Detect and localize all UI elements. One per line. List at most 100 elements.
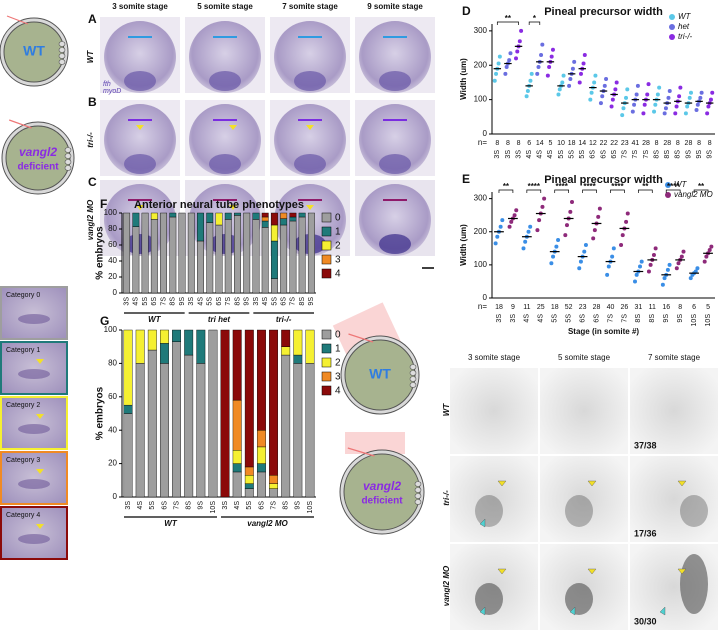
somite xyxy=(409,364,417,370)
bar-segment xyxy=(232,450,242,464)
n-value: 14 xyxy=(578,140,586,147)
myod-stain xyxy=(294,154,326,174)
bar-segment xyxy=(132,226,140,294)
data-point xyxy=(665,267,670,272)
data-point xyxy=(570,66,575,71)
x-tick-label: 7S xyxy=(622,150,629,159)
x-tick-label: 7S xyxy=(607,314,614,323)
legend-swatch xyxy=(321,240,332,251)
x-tick-label: 5S xyxy=(579,150,586,159)
data-point xyxy=(662,276,667,281)
data-point xyxy=(648,262,653,267)
n-value: 28 xyxy=(642,140,650,147)
legend-label: tri-/- xyxy=(678,32,693,41)
data-point xyxy=(598,101,603,106)
significance-bracket xyxy=(498,189,514,193)
data-point xyxy=(694,107,699,112)
data-point xyxy=(503,71,508,76)
x-tick-label: 8S xyxy=(234,297,241,306)
bar-segment xyxy=(196,363,206,498)
bar-segment xyxy=(261,227,269,294)
legend-label: 2 xyxy=(335,241,341,252)
group-label: WT xyxy=(148,315,162,324)
x-tick-label: 9S xyxy=(295,501,302,510)
bar-segment xyxy=(187,212,195,294)
panel-letter: E xyxy=(462,172,470,186)
panel-letter: F xyxy=(100,197,107,211)
data-point xyxy=(611,246,616,251)
x-tick-label: 7S xyxy=(643,150,650,159)
stage-header: 7 somite stage xyxy=(282,2,338,11)
n-value: 5 xyxy=(548,140,552,147)
bar-segment xyxy=(244,466,254,476)
data-point xyxy=(619,243,624,247)
x-tick-label: 9S xyxy=(696,150,703,159)
arrowhead xyxy=(36,524,44,529)
legend-marker xyxy=(665,192,671,198)
bar-segment xyxy=(123,413,133,498)
bar-segment xyxy=(269,329,279,476)
x-tick-label: 7S xyxy=(225,297,232,306)
bar-segment xyxy=(244,488,254,498)
bar-segment xyxy=(307,212,315,294)
x-tick-label: 6S xyxy=(258,501,265,510)
x-tick-label: 9S xyxy=(198,501,205,510)
bar-segment xyxy=(197,212,204,242)
myod-stain xyxy=(124,71,156,91)
bar-segment xyxy=(147,349,157,498)
myod-stain xyxy=(379,71,411,91)
y-axis-label: Width (um) xyxy=(459,58,468,100)
schematic-label: WT xyxy=(369,366,391,382)
data-point xyxy=(572,59,577,64)
significance-bracket xyxy=(637,189,653,193)
x-tick-label: 7S xyxy=(160,297,167,306)
embryo xyxy=(189,104,261,176)
data-point xyxy=(707,247,712,252)
bar-segment xyxy=(123,329,133,406)
data-point xyxy=(521,246,526,251)
bar-segment xyxy=(261,220,269,228)
category-photo xyxy=(0,286,68,340)
pineal xyxy=(18,479,50,489)
pineal xyxy=(18,424,50,434)
y-tick-label: 40 xyxy=(108,256,117,265)
legend-label: 0 xyxy=(335,330,341,341)
bar-segment xyxy=(305,329,315,364)
x-tick-label: 10S xyxy=(307,501,314,514)
bar-segment xyxy=(224,219,232,294)
n-value: 18 xyxy=(495,304,503,311)
somite xyxy=(409,382,417,388)
data-point xyxy=(549,54,554,59)
data-point xyxy=(657,85,662,90)
data-point xyxy=(624,219,629,224)
x-tick-label: 6S xyxy=(161,501,168,510)
data-point xyxy=(676,261,681,266)
bar-segment xyxy=(289,212,297,218)
bar-segment xyxy=(270,224,278,242)
bar-segment xyxy=(132,212,140,227)
x-tick-label: 8S xyxy=(664,150,671,159)
bar-segment xyxy=(159,343,169,364)
bar-segment xyxy=(232,463,242,473)
n-value: 11 xyxy=(523,304,530,311)
somite xyxy=(64,165,72,171)
data-point xyxy=(667,89,672,94)
chart-title: Pineal precursor width xyxy=(544,174,663,186)
data-point xyxy=(634,92,639,97)
data-point xyxy=(492,78,497,83)
data-point xyxy=(679,254,684,259)
data-point xyxy=(705,111,710,116)
data-point xyxy=(699,90,704,95)
x-tick-label: 4S xyxy=(526,150,533,159)
bar-segment xyxy=(244,475,254,484)
data-point xyxy=(614,80,619,85)
chart-title: Anterior neural tube phenotypes xyxy=(134,199,304,211)
row-label: tri-/- xyxy=(442,490,451,506)
data-point xyxy=(630,109,635,114)
x-tick-label: 9S xyxy=(685,150,692,159)
confocal-photo xyxy=(630,368,718,454)
data-point xyxy=(625,87,630,92)
y-tick-label: 300 xyxy=(474,194,488,203)
panel-letter: G xyxy=(100,314,109,328)
n-value: 8 xyxy=(678,304,682,311)
